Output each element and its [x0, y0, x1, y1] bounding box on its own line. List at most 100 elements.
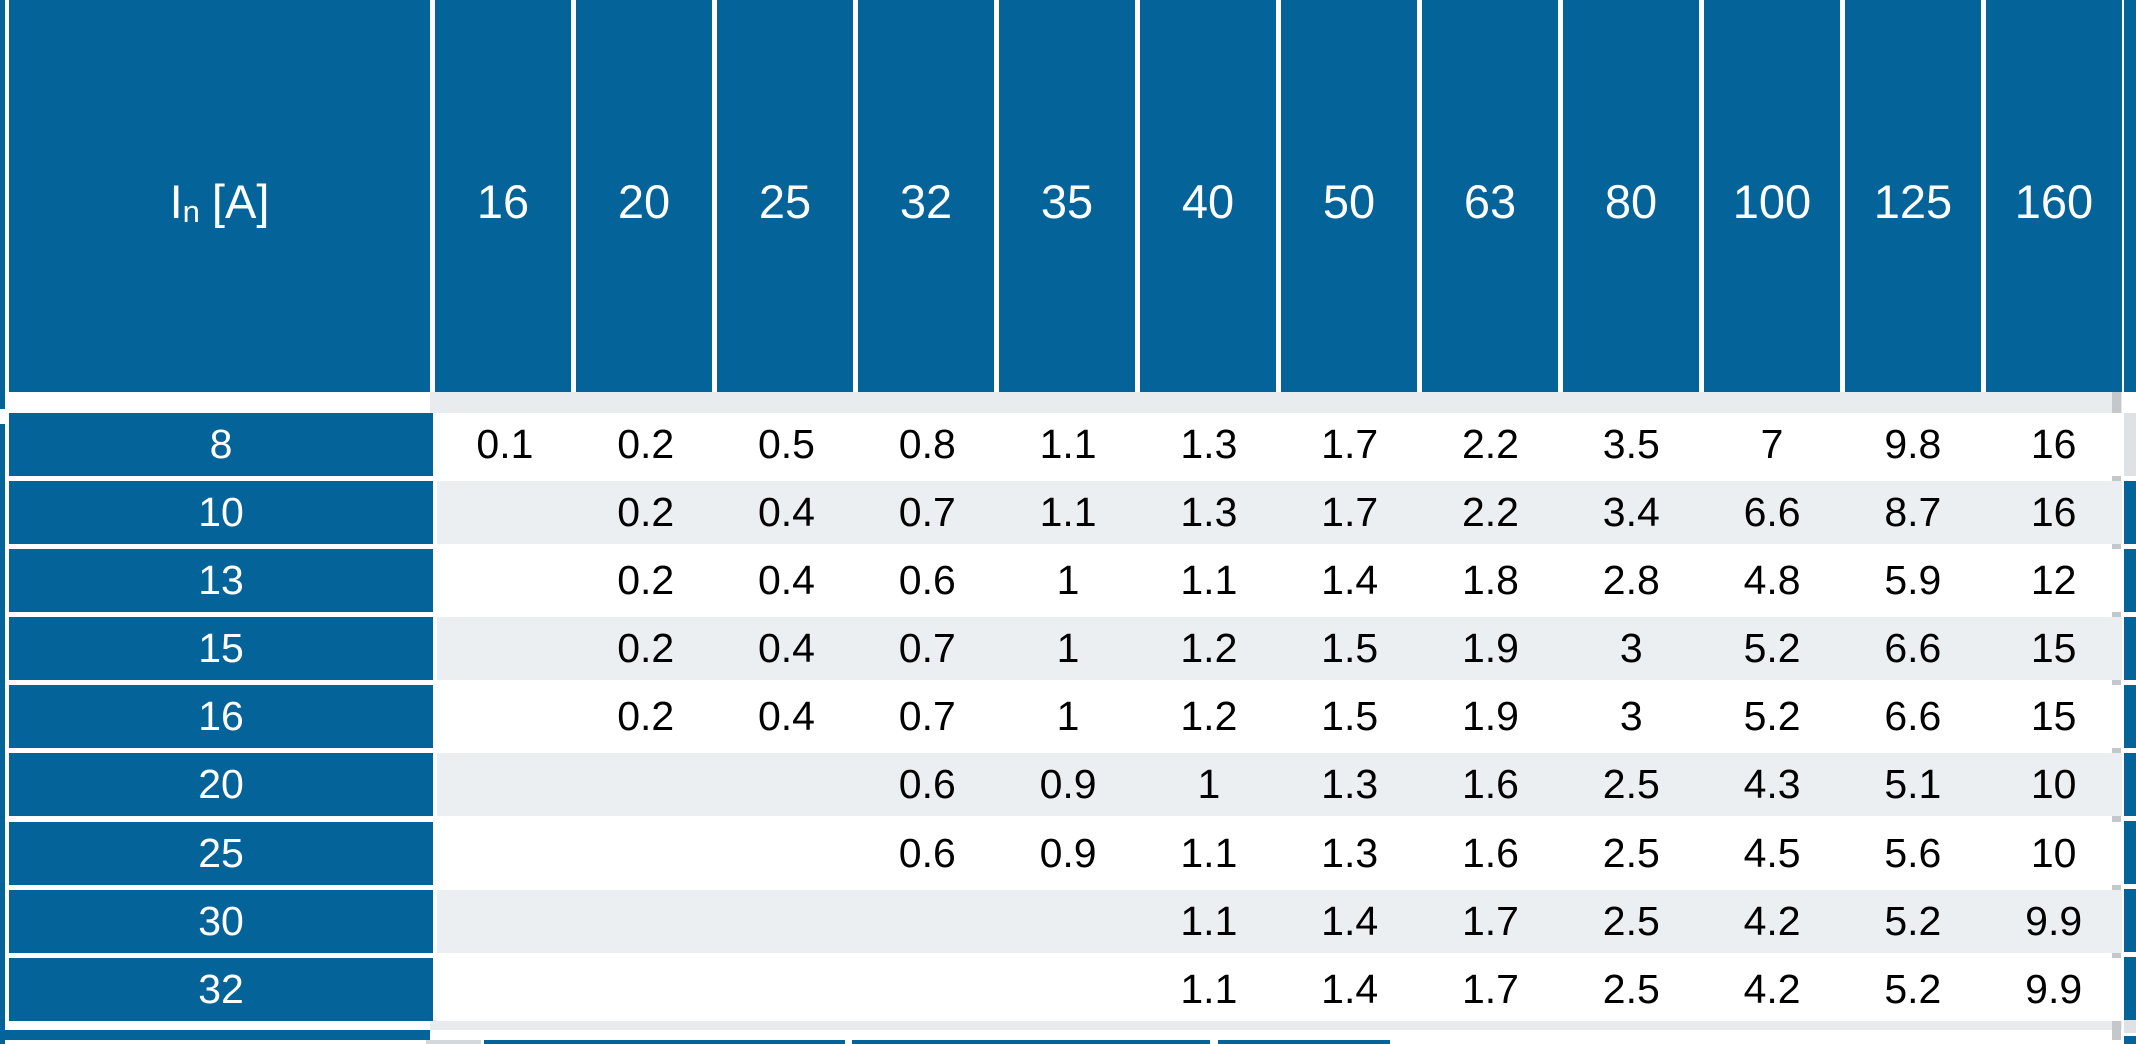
cell-value: 1.1 — [1180, 829, 1238, 876]
cell-value: 5.6 — [1884, 829, 1942, 876]
cell-value: 0.9 — [1039, 829, 1097, 876]
cell-value: 3 — [1619, 625, 1643, 672]
header-cell-20: 20 — [576, 0, 712, 392]
cell-value: 15 — [2030, 693, 2077, 740]
cell-value: 9.8 — [1884, 421, 1942, 467]
right-edge-sliver-row — [2124, 617, 2136, 680]
cell-value: 3.5 — [1602, 421, 1660, 467]
header-cell-50: 50 — [1281, 0, 1417, 392]
cell-value: 2.5 — [1602, 829, 1660, 876]
right-edge-sliver-row — [2124, 685, 2136, 748]
cell-value: 2.8 — [1602, 557, 1660, 604]
cell-value: 0.7 — [898, 489, 956, 536]
cell-value: 9.9 — [2025, 897, 2083, 944]
cell-value: 1 — [1197, 761, 1221, 808]
cell-value: 2.5 — [1602, 761, 1660, 808]
cell-value: 1.7 — [1321, 421, 1379, 467]
cell-value: 10 — [2030, 761, 2077, 808]
cell-value: 1.3 — [1321, 761, 1379, 808]
right-edge-sliver-band — [2124, 1020, 2136, 1033]
cell-value: 1.1 — [1180, 897, 1238, 944]
cell-value: 9.9 — [2025, 965, 2083, 1012]
cell-value: 1.4 — [1321, 965, 1379, 1012]
row-values: 0.6 0.9 1 1.3 1.6 2.5 4.3 5.1 10 — [437, 753, 2122, 817]
next-section-header-cell-top — [852, 1040, 1210, 1044]
header-cell-16: 16 — [435, 0, 571, 392]
cell-value: 0.6 — [898, 557, 956, 604]
cell-value: 1.8 — [1461, 557, 1519, 604]
cell-value: 1.4 — [1321, 557, 1379, 604]
header-cell-40: 40 — [1140, 0, 1276, 392]
cell-value: 0.4 — [757, 489, 815, 536]
row-values: 0.2 0.4 0.7 1 1.2 1.5 1.9 3 5.2 6.6 15 — [437, 685, 2122, 749]
row-values: 1.1 1.4 1.7 2.5 4.2 5.2 9.9 — [437, 957, 2122, 1021]
cell-value: 0.1 — [476, 421, 534, 467]
cell-value: 4.2 — [1743, 965, 1801, 1012]
cell-value: 4.5 — [1743, 829, 1801, 876]
cell-value: 10 — [2030, 829, 2077, 876]
row-header: 30 — [9, 889, 433, 953]
row-values: 0.1 0.2 0.5 0.8 1.1 1.3 1.7 2.2 3.5 7 9.8 16 — [437, 413, 2122, 476]
header-cell-80: 80 — [1563, 0, 1699, 392]
cell-value: 1.1 — [1039, 489, 1097, 536]
cell-value: 1.7 — [1461, 965, 1519, 1012]
cell-value: 15 — [2030, 625, 2077, 672]
next-section-header-gray-segment — [426, 1040, 481, 1044]
cell-value: 8.7 — [1884, 489, 1942, 536]
table-row: 13 0.2 0.4 0.6 1 1.1 1.4 1.8 2.8 4.8 5.9 12 — [9, 549, 2122, 613]
header-cell-63: 63 — [1422, 0, 1558, 392]
next-section-header-cell-top — [484, 1040, 845, 1044]
cell-value: 2.5 — [1602, 897, 1660, 944]
cell-value: 0.4 — [757, 557, 815, 604]
cell-value: 5.2 — [1884, 897, 1942, 944]
row-values: 0.2 0.4 0.7 1.1 1.3 1.7 2.2 3.4 6.6 8.7 16 — [437, 481, 2122, 545]
cell-value: 1.4 — [1321, 897, 1379, 944]
cell-value: 0.2 — [617, 693, 675, 740]
header-cell-125: 125 — [1845, 0, 1981, 392]
cell-value: 16 — [2030, 489, 2077, 536]
cell-value: 1 — [1056, 625, 1080, 672]
cell-value: 0.7 — [898, 693, 956, 740]
cell-value: 1.1 — [1180, 557, 1238, 604]
right-edge-sliver-row — [2124, 481, 2136, 544]
cell-value: 0.4 — [757, 625, 815, 672]
right-edge-sliver-header — [2124, 0, 2136, 392]
table-row: 25 0.6 0.9 1.1 1.3 1.6 2.5 4.5 5.6 10 — [9, 821, 2122, 885]
rated-current-subscript: n — [182, 193, 200, 229]
right-edge-sliver-row — [2124, 957, 2136, 1020]
cell-value: 4.3 — [1743, 761, 1801, 808]
cell-value: 1.6 — [1461, 829, 1519, 876]
header-cell-32: 32 — [858, 0, 994, 392]
cell-value: 5.2 — [1743, 693, 1801, 740]
cell-value: 0.7 — [898, 625, 956, 672]
cell-value: 5.1 — [1884, 761, 1942, 808]
right-edge-sliver-row — [2124, 413, 2136, 476]
cell-value: 6.6 — [1884, 625, 1942, 672]
right-edge-sliver-row — [2124, 753, 2136, 816]
next-section-header-cell-top — [1218, 1040, 1390, 1044]
cell-value: 1.9 — [1461, 693, 1519, 740]
cell-value: 5.9 — [1884, 557, 1942, 604]
cell-value: 5.2 — [1743, 625, 1801, 672]
cell-value: 1 — [1056, 557, 1080, 604]
cell-value: 0.4 — [757, 693, 815, 740]
cell-value: 0.5 — [757, 421, 815, 467]
next-section-row-header-top — [0, 1030, 430, 1040]
table-row: 8 0.1 0.2 0.5 0.8 1.1 1.3 1.7 2.2 3.5 7 9.8 16 — [9, 413, 2122, 476]
table-row: 10 0.2 0.4 0.7 1.1 1.3 1.7 2.2 3.4 6.6 8.7 16 — [9, 481, 2122, 545]
cell-value: 0.8 — [898, 421, 956, 467]
cell-value: 1.7 — [1461, 897, 1519, 944]
cell-value: 1.5 — [1321, 625, 1379, 672]
row-values: 0.2 0.4 0.7 1 1.2 1.5 1.9 3 5.2 6.6 15 — [437, 617, 2122, 681]
cell-value: 12 — [2030, 557, 2077, 604]
cell-value: 6.6 — [1743, 489, 1801, 536]
cell-value: 4.8 — [1743, 557, 1801, 604]
cell-value: 0.6 — [898, 829, 956, 876]
cell-value: 2.5 — [1602, 965, 1660, 1012]
table-row: 32 1.1 1.4 1.7 2.5 4.2 5.2 9.9 — [9, 957, 2122, 1021]
cell-value: 1.1 — [1039, 421, 1097, 467]
cell-value: 1 — [1056, 693, 1080, 740]
right-edge-sliver-row — [2124, 549, 2136, 612]
